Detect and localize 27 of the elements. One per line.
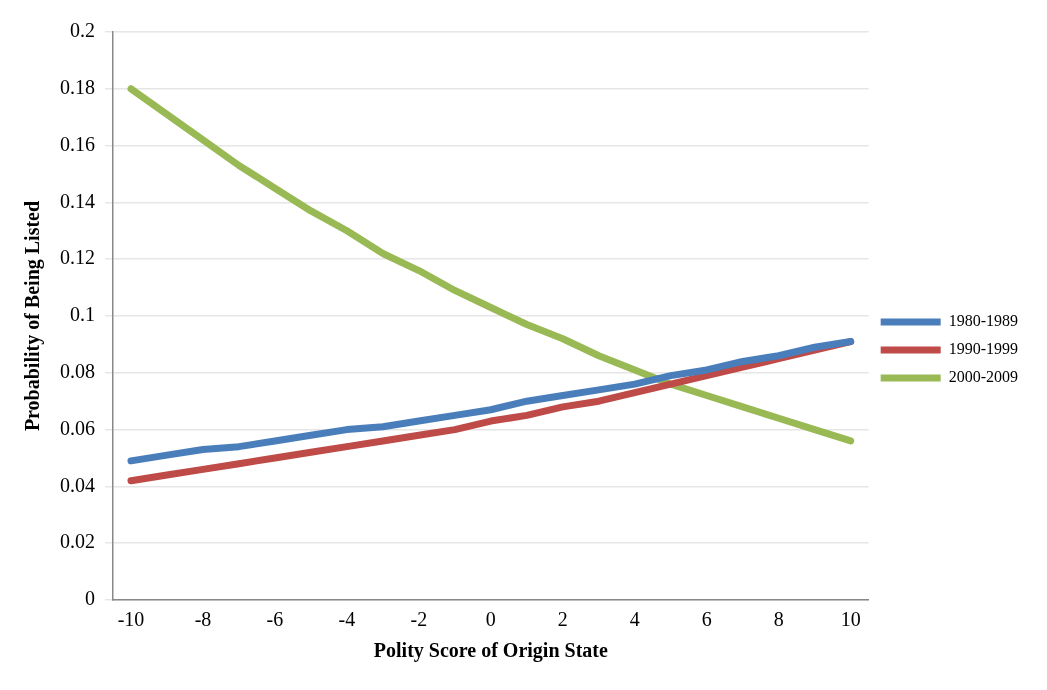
- y-tick-label: 0.04: [60, 473, 95, 496]
- y-tick-label: 0.2: [70, 19, 95, 42]
- y-axis-title: Probability of Being Listed: [21, 200, 45, 432]
- x-tick-label: -6: [266, 608, 284, 631]
- y-tick-label: 0.1: [70, 303, 95, 326]
- x-tick-label: 2: [557, 608, 568, 631]
- x-tick-label: 8: [773, 608, 784, 631]
- y-tick-label: 0.08: [60, 360, 95, 383]
- x-tick-label: 6: [701, 608, 712, 631]
- legend-label: 2000-2009: [948, 368, 1018, 386]
- x-tick-label: -4: [338, 608, 356, 631]
- legend-label: 1990-1999: [948, 340, 1018, 358]
- y-tick-label: 0.16: [60, 132, 95, 155]
- x-tick-label: 4: [629, 608, 640, 631]
- x-tick-label: 10: [840, 608, 861, 631]
- x-tick-label: -8: [194, 608, 212, 631]
- x-axis-title: Polity Score of Origin State: [373, 639, 608, 663]
- y-tick-label: 0.06: [60, 416, 95, 439]
- y-tick-label: 0.02: [60, 530, 95, 553]
- y-tick-label: 0.14: [60, 189, 95, 212]
- y-tick-label: 0.18: [60, 76, 95, 99]
- x-tick-label: -10: [117, 608, 145, 631]
- legend-label: 1980-1989: [948, 312, 1018, 330]
- x-tick-label: 0: [485, 608, 496, 631]
- x-tick-label: -2: [410, 608, 428, 631]
- y-tick-label: 0.12: [60, 246, 95, 269]
- y-tick-label: 0: [85, 587, 95, 610]
